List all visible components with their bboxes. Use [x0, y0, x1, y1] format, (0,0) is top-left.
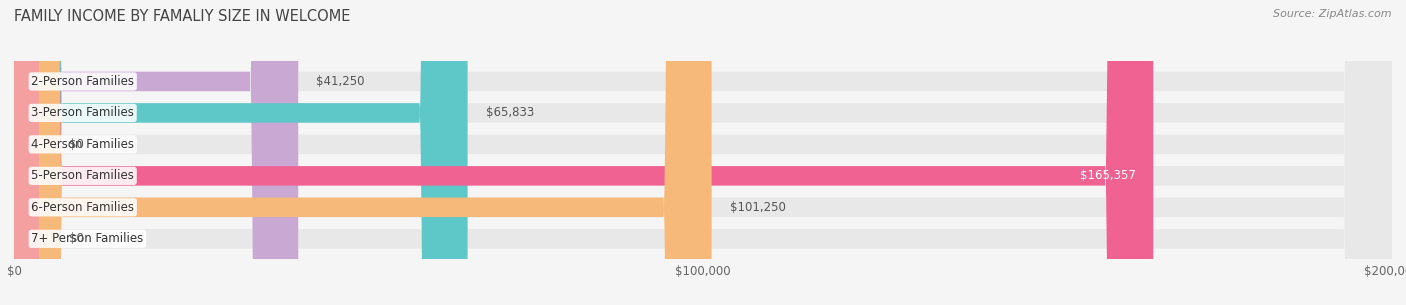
Text: FAMILY INCOME BY FAMALIY SIZE IN WELCOME: FAMILY INCOME BY FAMALIY SIZE IN WELCOME	[14, 9, 350, 24]
FancyBboxPatch shape	[14, 0, 1392, 305]
Text: 3-Person Families: 3-Person Families	[31, 106, 134, 120]
FancyBboxPatch shape	[14, 0, 468, 305]
Text: Source: ZipAtlas.com: Source: ZipAtlas.com	[1274, 9, 1392, 19]
Text: 4-Person Families: 4-Person Families	[31, 138, 135, 151]
FancyBboxPatch shape	[14, 0, 298, 305]
FancyBboxPatch shape	[14, 0, 1392, 305]
FancyBboxPatch shape	[14, 0, 39, 305]
Text: $165,357: $165,357	[1080, 169, 1136, 182]
Text: $0: $0	[69, 138, 84, 151]
FancyBboxPatch shape	[14, 0, 1392, 305]
FancyBboxPatch shape	[14, 0, 1392, 305]
Text: 6-Person Families: 6-Person Families	[31, 201, 135, 214]
Text: $65,833: $65,833	[485, 106, 534, 120]
Text: 5-Person Families: 5-Person Families	[31, 169, 134, 182]
FancyBboxPatch shape	[14, 0, 1392, 305]
Text: $41,250: $41,250	[316, 75, 364, 88]
FancyBboxPatch shape	[14, 0, 711, 305]
Text: 2-Person Families: 2-Person Families	[31, 75, 135, 88]
FancyBboxPatch shape	[14, 0, 1392, 305]
FancyBboxPatch shape	[14, 0, 39, 305]
Text: 7+ Person Families: 7+ Person Families	[31, 232, 143, 245]
FancyBboxPatch shape	[14, 0, 1153, 305]
Text: $101,250: $101,250	[730, 201, 786, 214]
Text: $0: $0	[69, 232, 84, 245]
